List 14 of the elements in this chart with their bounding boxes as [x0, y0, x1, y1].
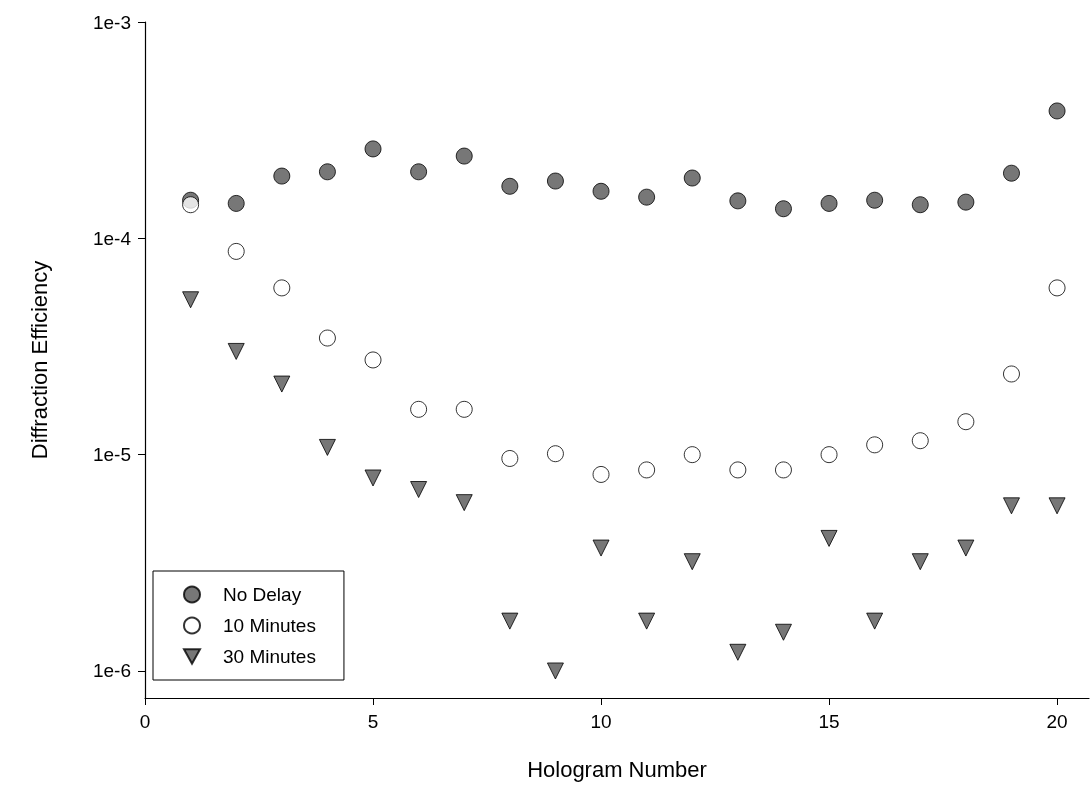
y-tick-label: 1e-3	[92, 11, 131, 33]
legend-label: 10 Minutes	[223, 615, 316, 636]
x-tick-label: 5	[367, 711, 379, 732]
x-axis-title: Hologram Number	[527, 756, 707, 782]
x-tick-label: 15	[818, 711, 840, 732]
x-tick-label: 20	[1046, 711, 1068, 732]
y-tick-label: 1e-6	[92, 660, 131, 682]
x-tick-label: 0	[139, 711, 151, 732]
x-tick-label: 10	[590, 711, 612, 732]
legend-label: No Delay	[223, 584, 302, 605]
y-tick-label: 1e-5	[92, 444, 131, 466]
y-axis-title: Diffraction Efficiency	[26, 260, 52, 460]
y-tick-label: 1e-4	[92, 227, 132, 249]
legend-label: 30 Minutes	[223, 646, 316, 667]
